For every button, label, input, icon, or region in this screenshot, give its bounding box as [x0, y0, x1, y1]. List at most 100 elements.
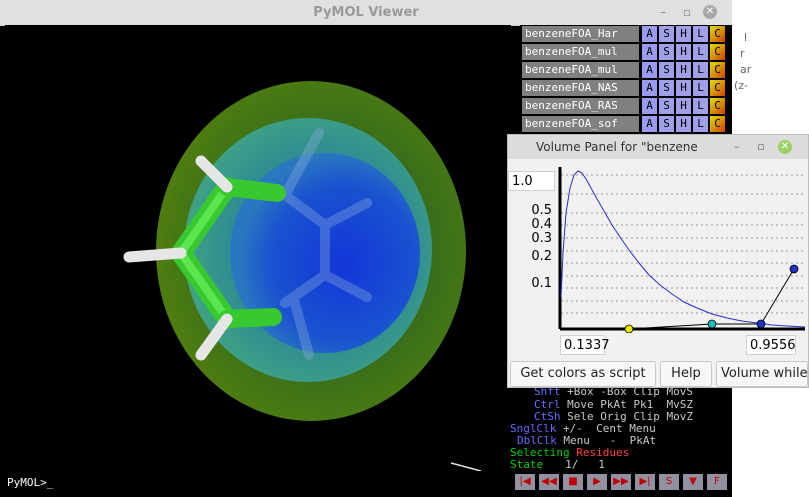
state-label: State [510, 458, 544, 471]
show-button[interactable]: S [659, 116, 674, 132]
label-button[interactable]: L [693, 98, 708, 114]
molecule-viewport[interactable] [5, 25, 511, 471]
histogram-graph[interactable] [557, 163, 808, 333]
color-button[interactable]: C [710, 44, 725, 60]
mouse-row: DblClk Menu - PkAt [517, 435, 656, 447]
mouse-modifier-label: Ctrl [534, 398, 561, 411]
action-button[interactable]: A [642, 116, 657, 132]
command-line[interactable]: PyMOL>_ [5, 474, 511, 492]
close-icon[interactable]: ✕ [778, 140, 792, 154]
label-button[interactable]: L [693, 62, 708, 78]
action-button[interactable]: A [642, 98, 657, 114]
mouse-actions: +Box -Box Clip MovS [560, 385, 693, 398]
scene-menu-button[interactable]: ▼ [683, 474, 703, 490]
bg-text-line: r [740, 47, 745, 60]
control-point[interactable] [624, 324, 634, 333]
show-button[interactable]: S [659, 26, 674, 42]
pymol-window: PyMOL Viewer – ▫ ✕ [0, 0, 732, 497]
transfer-function-line [628, 268, 795, 330]
volume-panel-titlebar: Volume Panel for "benzene – ▫ ✕ [508, 135, 808, 159]
mouse-row: Ctrl Move PkAt Pk1 MvSZ [534, 399, 693, 411]
label-button[interactable]: L [693, 26, 708, 42]
command-prompt: PyMOL>_ [7, 476, 54, 489]
minimize-icon[interactable]: – [734, 140, 740, 153]
action-button[interactable]: A [642, 26, 657, 42]
close-icon[interactable]: ✕ [703, 5, 717, 19]
play-button[interactable]: ▶ [587, 474, 607, 490]
mouse-mode-panel: Shft +Box -Box Clip MovS Ctrl Move PkAt … [508, 383, 732, 473]
hide-button[interactable]: H [676, 116, 691, 132]
action-button[interactable]: A [642, 80, 657, 96]
object-name[interactable]: benzeneFOA_mul [522, 62, 639, 78]
object-name[interactable]: benzeneFOA_mul [522, 44, 639, 60]
control-point[interactable] [789, 264, 799, 274]
bg-text-line: ar [740, 63, 752, 76]
color-button[interactable]: C [710, 26, 725, 42]
scene-button[interactable]: S [659, 474, 679, 490]
hide-button[interactable]: H [676, 62, 691, 78]
mouse-actions: +/- Cent Menu [556, 422, 656, 435]
mouse-row: SnglClk +/- Cent Menu [510, 423, 656, 435]
bg-text-line: l [744, 31, 748, 44]
fullscreen-button[interactable]: F [707, 474, 727, 490]
show-button[interactable]: S [659, 98, 674, 114]
volume-while-button[interactable]: Volume while [716, 361, 808, 387]
movie-controls: |◀ ◀◀ ■ ▶ ▶▶ ▶| S ▼ F [513, 473, 732, 491]
histogram-curve [560, 170, 806, 328]
background-document: l r ar (z- [732, 30, 809, 150]
back-button[interactable]: ◀◀ [539, 474, 559, 490]
rewind-button[interactable]: |◀ [515, 474, 535, 490]
color-button[interactable]: C [710, 98, 725, 114]
color-button[interactable]: C [710, 116, 725, 132]
mouse-row: CtSh Sele Orig Clip MovZ [534, 411, 693, 423]
minimize-icon[interactable]: – [660, 5, 666, 19]
label-button[interactable]: L [693, 80, 708, 96]
color-button[interactable]: C [710, 62, 725, 78]
window-title: PyMOL Viewer [313, 5, 419, 20]
hydrogen-bonds [123, 155, 233, 361]
label-button[interactable]: L [693, 44, 708, 60]
min-range-input[interactable]: 0.1337 [560, 335, 610, 355]
object-name[interactable]: benzeneFOA_RAS [522, 98, 639, 114]
hide-button[interactable]: H [676, 26, 691, 42]
mouse-actions: Menu - PkAt [556, 434, 657, 447]
stop-button[interactable]: ■ [563, 474, 583, 490]
state-row: State 1/ 1 [510, 459, 605, 471]
control-point[interactable] [756, 319, 766, 329]
max-level-input[interactable]: 1.0 [508, 171, 555, 191]
end-button[interactable]: ▶| [635, 474, 655, 490]
y-tick-label: 0.5 [531, 203, 552, 218]
bg-text-line: (z- [734, 79, 749, 92]
mouse-actions: Sele Orig Clip MovZ [560, 410, 693, 423]
show-button[interactable]: S [659, 62, 674, 78]
action-button[interactable]: A [642, 44, 657, 60]
state-value: 1/ 1 [565, 458, 605, 471]
hide-button[interactable]: H [676, 80, 691, 96]
max-range-input[interactable]: 0.9556 [746, 335, 796, 355]
grid-lines [561, 174, 805, 314]
get-colors-script-button[interactable]: Get colors as script [510, 361, 656, 387]
forward-button[interactable]: ▶▶ [611, 474, 631, 490]
label-button[interactable]: L [693, 116, 708, 132]
molecule-render [123, 81, 482, 471]
mouse-actions: Move PkAt Pk1 MvSZ [560, 398, 693, 411]
selection-mode[interactable]: Selecting Residues [510, 447, 629, 459]
axis-indicator [450, 462, 482, 471]
object-name[interactable]: benzeneFOA_sof [522, 116, 639, 132]
show-button[interactable]: S [659, 44, 674, 60]
maximize-icon[interactable]: ▫ [682, 5, 692, 19]
selection-mode-value[interactable]: Residues [576, 446, 630, 459]
action-button[interactable]: A [642, 62, 657, 78]
maximize-icon[interactable]: ▫ [757, 140, 765, 153]
object-name[interactable]: benzeneFOA_NAS [522, 80, 639, 96]
control-point[interactable] [707, 319, 717, 329]
color-button[interactable]: C [710, 80, 725, 96]
y-tick-label: 0.3 [531, 231, 552, 246]
inner-isosurface [230, 153, 420, 353]
hide-button[interactable]: H [676, 44, 691, 60]
show-button[interactable]: S [659, 80, 674, 96]
help-button[interactable]: Help [660, 361, 712, 387]
mouse-modifier-label: DblClk [517, 434, 557, 447]
hide-button[interactable]: H [676, 98, 691, 114]
object-name[interactable]: benzeneFOA_Har [522, 26, 639, 42]
